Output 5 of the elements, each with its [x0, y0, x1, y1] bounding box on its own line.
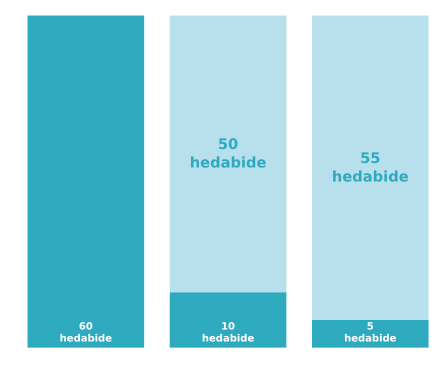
- data-label: 10 hedabide: [202, 322, 254, 345]
- data-label: 55 hedabide: [332, 150, 409, 186]
- data-label: 50 hedabide: [190, 136, 266, 172]
- data-label: 60 hedabide: [60, 322, 112, 345]
- data-label: 5 hedabide: [344, 322, 397, 345]
